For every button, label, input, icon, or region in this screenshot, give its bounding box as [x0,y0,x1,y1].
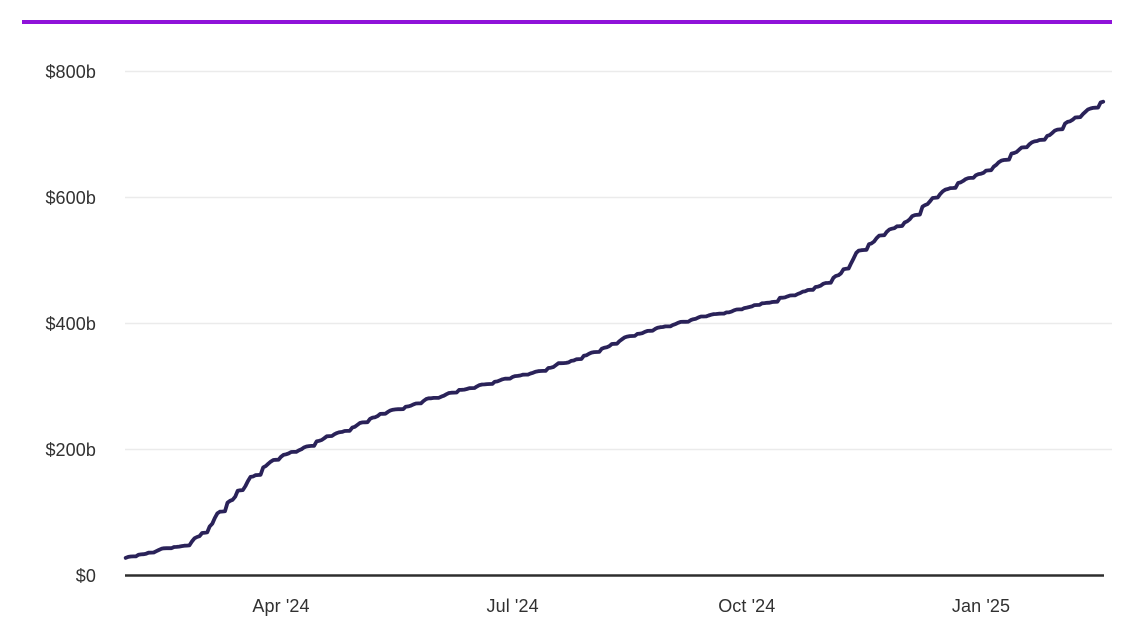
y-tick-label: $0 [75,565,96,586]
x-tick-label: Jul '24 [486,596,539,616]
y-tick-label: $200b [45,439,96,460]
y-tick-label: $800b [45,61,96,82]
accent-divider-bar [22,20,1112,24]
y-tick-label: $600b [45,187,96,208]
x-tick-label: Jan '25 [951,596,1011,616]
cumulative-value-line [123,99,1106,560]
x-tick-label: Oct '24 [718,596,776,616]
horizontal-gridlines [125,70,1112,451]
x-tick-label: Apr '24 [252,596,310,616]
y-tick-label: $400b [45,313,96,334]
